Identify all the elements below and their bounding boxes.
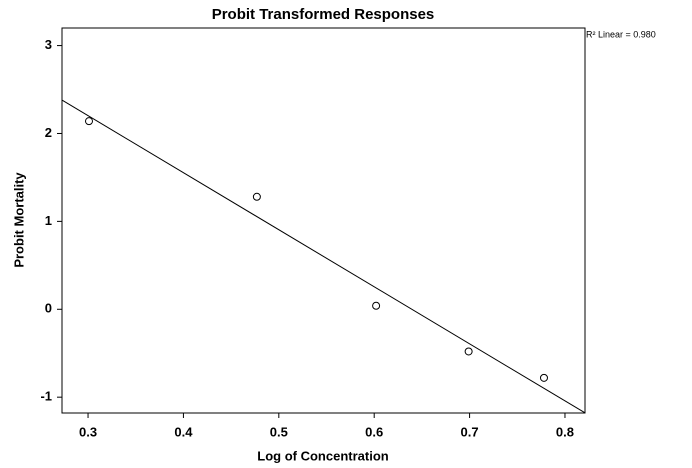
x-tick-label: 0.4 xyxy=(174,424,193,439)
x-tick-label: 0.7 xyxy=(461,424,479,439)
point xyxy=(84,117,93,126)
x-tick-label: 0.5 xyxy=(270,424,288,439)
plot-frame xyxy=(61,27,586,414)
x-tick-label: 0.3 xyxy=(79,424,97,439)
y-tick-label: -1 xyxy=(40,389,52,404)
fit-line xyxy=(61,99,586,414)
y-tick-label: 1 xyxy=(45,213,52,228)
y-axis-label: Probit Mortality xyxy=(11,172,26,268)
y-tick-label: 3 xyxy=(45,37,52,52)
x-tick-label: 0.8 xyxy=(556,424,574,439)
y-tick-label: 2 xyxy=(45,125,52,140)
r2-annotation: R² Linear = 0.980 xyxy=(586,29,656,39)
point xyxy=(539,373,548,382)
x-tick-label: 0.6 xyxy=(365,424,383,439)
chart-title: Probit Transformed Responses xyxy=(212,6,435,23)
point xyxy=(252,192,261,201)
x-axis-label: Log of Concentration xyxy=(257,448,388,463)
point xyxy=(372,301,381,310)
y-tick-label: 0 xyxy=(45,301,52,316)
point xyxy=(464,347,473,356)
